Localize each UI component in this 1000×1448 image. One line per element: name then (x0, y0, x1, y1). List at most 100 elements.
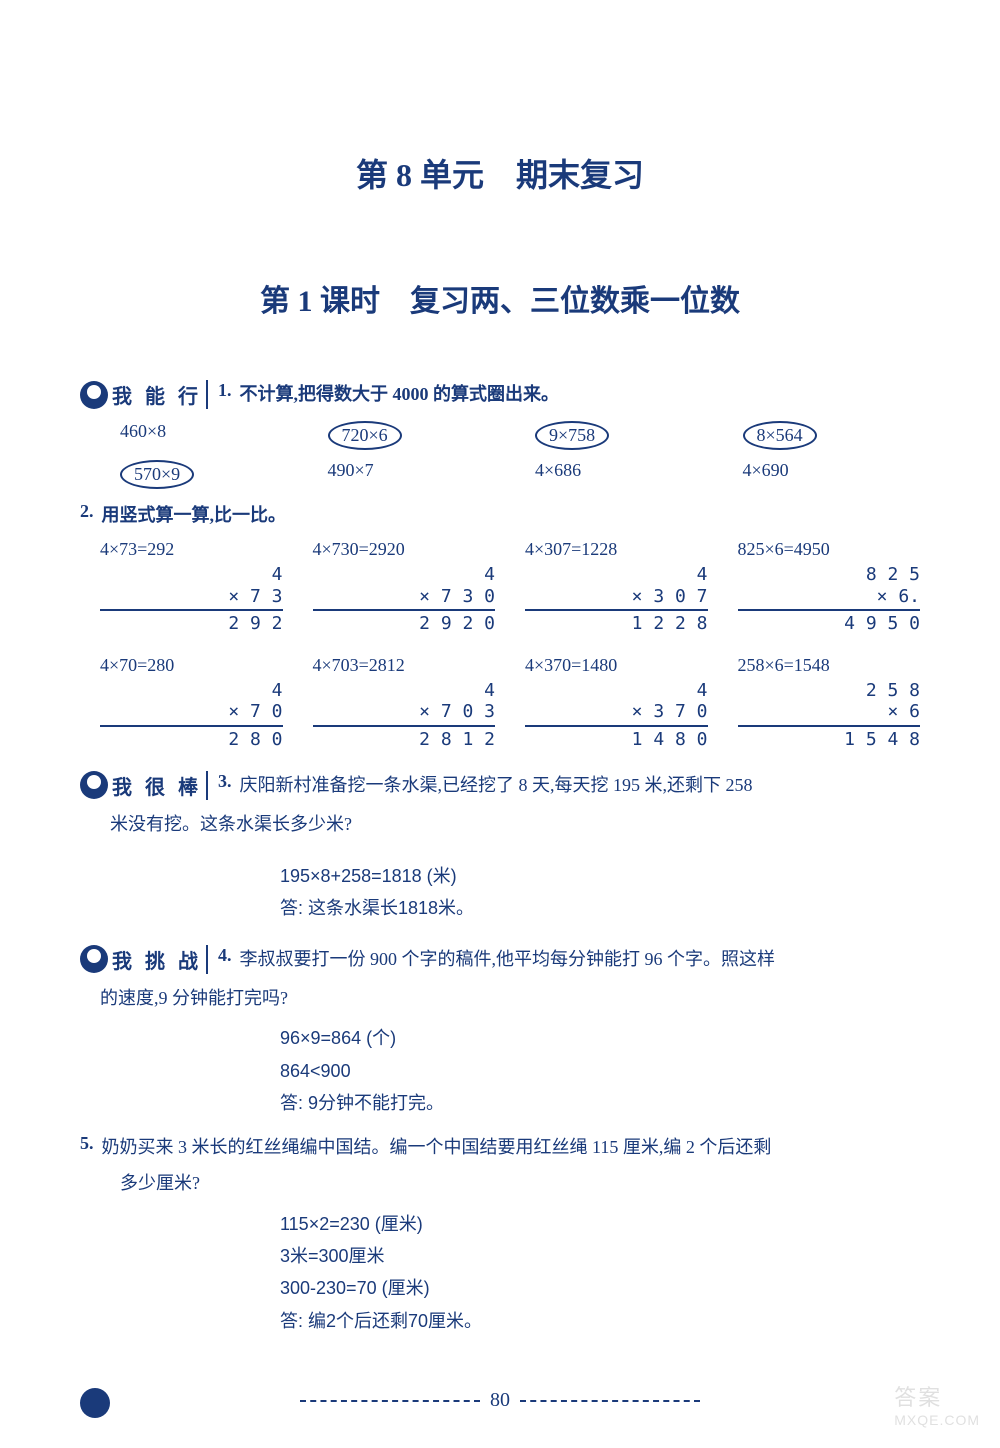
q1-cell: 8×564 (743, 421, 921, 450)
unit-title: 第 8 单元 期末复习 (80, 150, 920, 196)
calc-mid: × 7 0 (100, 701, 283, 723)
calc-top: 4 (313, 680, 496, 702)
q1-cell: 570×9 (120, 460, 298, 489)
calc-block: 4×307=1228 4× 3 0 71 2 2 8 (525, 539, 708, 635)
q1-cell: 720×6 (328, 421, 506, 450)
calc-block: 825×6=4950 8 2 5× 6.4 9 5 0 (738, 539, 921, 635)
circled-answer: 9×758 (535, 421, 609, 450)
circled-answer: 8×564 (743, 421, 817, 450)
section-label-2: 我 很 棒 (80, 771, 208, 800)
q3-answer: 195×8+258=1818 (米) 答: 这条水渠长1818米。 (280, 860, 920, 925)
vertical-calc: 4× 3 7 01 4 8 0 (525, 680, 708, 751)
q5-ans3: 300-230=70 (厘米) (280, 1272, 920, 1304)
q1-row: 我 能 行 1. 不计算,把得数大于 4000 的算式圈出来。 (80, 380, 920, 409)
calc-block: 4×73=292 4× 7 32 9 2 (100, 539, 283, 635)
calc-mid: × 3 0 7 (525, 586, 708, 608)
calc-equation: 4×70=280 (100, 655, 283, 676)
calc-equation: 825×6=4950 (738, 539, 921, 560)
calc-result: 1 2 2 8 (525, 609, 708, 635)
calc-top: 8 2 5 (738, 564, 921, 586)
q3-row: 我 很 棒 3. 庆阳新村准备挖一条水渠,已经挖了 8 天,每天挖 195 米,… (80, 771, 920, 800)
section-label-3: 我 挑 战 (80, 945, 208, 974)
calc-block: 4×370=1480 4× 3 7 01 4 8 0 (525, 655, 708, 751)
mascot-icon (80, 771, 108, 799)
calc-result: 2 9 2 0 (313, 609, 496, 635)
q1-cell: 9×758 (535, 421, 713, 450)
vertical-calc: 2 5 8× 61 5 4 8 (738, 680, 921, 751)
q1-cell: 460×8 (120, 421, 298, 450)
section3-text: 我 挑 战 (112, 945, 208, 974)
q5-text: 奶奶买来 3 米长的红丝绳编中国结。编一个中国结要用红丝绳 115 厘米,编 2… (102, 1133, 772, 1159)
calc-block: 4×703=2812 4× 7 0 32 8 1 2 (313, 655, 496, 751)
calc-mid: × 3 7 0 (525, 701, 708, 723)
calc-block: 4×730=2920 4× 7 3 02 9 2 0 (313, 539, 496, 635)
circled-answer: 720×6 (328, 421, 402, 450)
q1-cell: 490×7 (328, 460, 506, 489)
q2-num: 2. (80, 501, 94, 522)
q3-ans1: 195×8+258=1818 (米) (280, 860, 920, 892)
vertical-calc: 4× 7 0 32 8 1 2 (313, 680, 496, 751)
q3-ans2: 答: 这条水渠长1818米。 (280, 892, 920, 924)
calc-top: 4 (525, 680, 708, 702)
section2-text: 我 很 棒 (112, 771, 208, 800)
calc-block: 4×70=280 4× 7 02 8 0 (100, 655, 283, 751)
calc-result: 4 9 5 0 (738, 609, 921, 635)
vertical-calc: 4× 7 32 9 2 (100, 564, 283, 635)
calc-equation: 4×730=2920 (313, 539, 496, 560)
calc-equation: 4×370=1480 (525, 655, 708, 676)
calc-top: 2 5 8 (738, 680, 921, 702)
q5-row: 5. 奶奶买来 3 米长的红丝绳编中国结。编一个中国结要用红丝绳 115 厘米,… (80, 1133, 920, 1159)
calc-top: 4 (313, 564, 496, 586)
vertical-calc: 4× 3 0 71 2 2 8 (525, 564, 708, 635)
calc-top: 4 (100, 564, 283, 586)
calc-mid: × 7 3 (100, 586, 283, 608)
q4-ans2: 864<900 (280, 1055, 920, 1087)
page-number: 80 (290, 1389, 710, 1412)
q4-text2: 的速度,9 分钟能打完吗? (100, 982, 920, 1014)
q5-num: 5. (80, 1133, 94, 1154)
q1-text: 不计算,把得数大于 4000 的算式圈出来。 (240, 380, 560, 406)
q3-num: 3. (218, 771, 232, 792)
q4-ans3: 答: 9分钟不能打完。 (280, 1087, 920, 1119)
calc-top: 4 (100, 680, 283, 702)
vertical-calc: 8 2 5× 6.4 9 5 0 (738, 564, 921, 635)
q1-num: 1. (218, 380, 232, 401)
q3-text: 庆阳新村准备挖一条水渠,已经挖了 8 天,每天挖 195 米,还剩下 258 (240, 771, 753, 797)
calc-equation: 4×307=1228 (525, 539, 708, 560)
footer-mascot-icon (80, 1388, 110, 1418)
calc-equation: 258×6=1548 (738, 655, 921, 676)
calc-block: 258×6=1548 2 5 8× 61 5 4 8 (738, 655, 921, 751)
q4-ans1: 96×9=864 (个) (280, 1022, 920, 1054)
calc-result: 1 4 8 0 (525, 725, 708, 751)
calc-mid: × 6 (738, 701, 921, 723)
watermark-line2: MXQE.COM (894, 1412, 980, 1428)
q5-ans2: 3米=300厘米 (280, 1240, 920, 1272)
calc-mid: × 7 0 3 (313, 701, 496, 723)
calc-result: 2 8 0 (100, 725, 283, 751)
q3-text2: 米没有挖。这条水渠长多少米? (110, 808, 920, 840)
watermark: 答案 MXQE.COM (894, 1380, 980, 1428)
calc-mid: × 6. (738, 586, 921, 608)
q1-grid: 460×8720×69×7588×564570×9490×74×6864×690 (120, 421, 920, 489)
vertical-calc: 4× 7 02 8 0 (100, 680, 283, 751)
calc-result: 1 5 4 8 (738, 725, 921, 751)
q5-ans4: 答: 编2个后还剩70厘米。 (280, 1305, 920, 1337)
q4-answer: 96×9=864 (个) 864<900 答: 9分钟不能打完。 (280, 1022, 920, 1119)
calc-equation: 4×703=2812 (313, 655, 496, 676)
q4-text: 李叔叔要打一份 900 个字的稿件,他平均每分钟能打 96 个字。照这样 (240, 945, 776, 971)
calc-mid: × 7 3 0 (313, 586, 496, 608)
calc-result: 2 8 1 2 (313, 725, 496, 751)
q2-row: 2. 用竖式算一算,比一比。 (80, 501, 920, 527)
lesson-title: 第 1 课时 复习两、三位数乘一位数 (80, 276, 920, 320)
calc-result: 2 9 2 (100, 609, 283, 635)
q5-answer: 115×2=230 (厘米) 3米=300厘米 300-230=70 (厘米) … (280, 1208, 920, 1338)
calc-equation: 4×73=292 (100, 539, 283, 560)
q5-ans1: 115×2=230 (厘米) (280, 1208, 920, 1240)
section1-text: 我 能 行 (112, 380, 208, 409)
q5-text2: 多少厘米? (120, 1167, 920, 1199)
q2-text: 用竖式算一算,比一比。 (102, 501, 287, 527)
q4-row: 我 挑 战 4. 李叔叔要打一份 900 个字的稿件,他平均每分钟能打 96 个… (80, 945, 920, 974)
q1-cell: 4×686 (535, 460, 713, 489)
vertical-calc: 4× 7 3 02 9 2 0 (313, 564, 496, 635)
calc-top: 4 (525, 564, 708, 586)
